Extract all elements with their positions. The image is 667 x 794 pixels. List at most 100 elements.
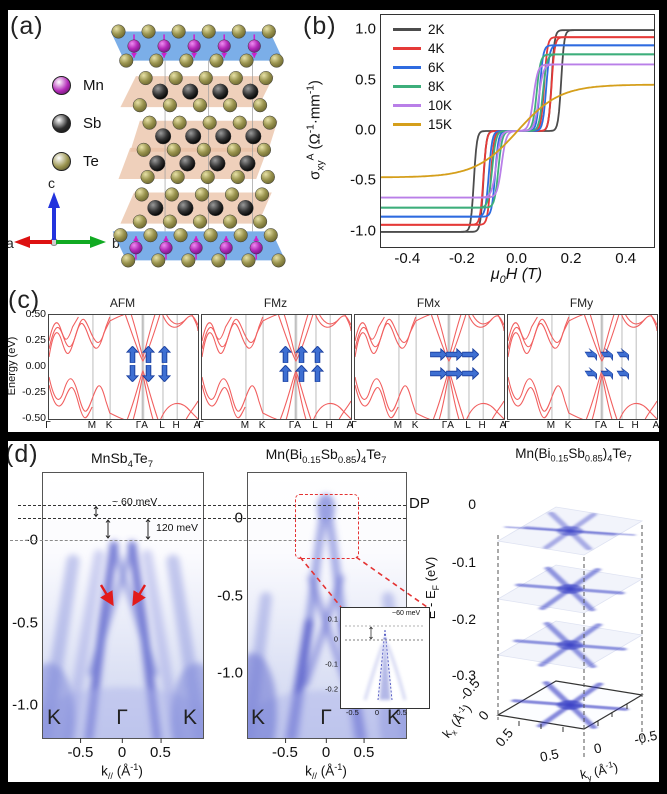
kpath-labels-afm: Γ M K ΓA L H A	[45, 420, 200, 431]
arpes-mid-xlabel: k// (Å-1)	[305, 762, 347, 782]
spin-row	[585, 365, 630, 382]
spin-arrow-flat-icon	[585, 365, 598, 382]
tick-label: L	[465, 420, 471, 431]
spin-arrow-up-icon	[126, 346, 139, 363]
atom-te	[262, 115, 277, 130]
b-axis-label: b	[112, 235, 120, 251]
mn-spin-arrowhead	[223, 236, 230, 242]
arpes-intensity-left	[43, 473, 203, 738]
panel-c-label: (c)	[8, 286, 41, 314]
star-center	[557, 584, 583, 594]
tick-label: 0.00	[25, 360, 46, 372]
spin-row	[432, 365, 477, 382]
atom-te	[121, 253, 136, 268]
spin-row	[126, 365, 171, 382]
tick-label: -0.5	[217, 587, 243, 605]
atom-sb	[185, 128, 202, 145]
atom-te	[179, 53, 194, 68]
atom-te	[230, 169, 245, 185]
legend-line-swatch	[393, 104, 421, 107]
hall-plot-area: 2K 4K 6K 8K 10K 15K	[380, 14, 655, 248]
atom-sb	[177, 200, 194, 217]
b-axis-arrowhead	[90, 236, 106, 248]
arpes-left-xlabel: k// (Å-1)	[101, 762, 143, 782]
spin-row	[279, 346, 324, 363]
tick-label: -0.3	[451, 667, 476, 684]
gap-arrows	[93, 505, 151, 540]
atom-te	[181, 253, 196, 268]
band-title-fmx: FMx	[416, 296, 441, 310]
band-title-fmy: FMy	[569, 296, 594, 310]
hall-xlabel: μ0H (T)	[490, 266, 543, 287]
tick-label: ΓA	[441, 420, 454, 431]
atom-te	[224, 187, 240, 202]
legend-line-swatch	[393, 123, 421, 126]
tick-label: K	[411, 420, 419, 431]
tick-label: 0.0	[506, 250, 527, 267]
tick-label: M	[546, 420, 556, 431]
atom-legend-dot	[52, 113, 71, 133]
atom-te	[194, 187, 209, 202]
spin-arrow-up-icon	[295, 346, 308, 363]
atom-te	[201, 24, 216, 39]
atom-te	[231, 24, 246, 39]
atom-mn	[127, 39, 141, 53]
tick-label: H	[478, 420, 486, 431]
mn-spin-arrowhead	[253, 236, 260, 242]
spin-arrow-down-icon	[158, 365, 171, 382]
atom-te	[233, 228, 248, 243]
spin-arrow-flat-icon	[617, 346, 630, 363]
spin-arrow-down-icon	[126, 365, 139, 382]
atom-mn	[247, 39, 261, 53]
tick-label: L	[618, 420, 624, 431]
tick-label: -0.4	[394, 250, 421, 267]
atom-te	[113, 228, 128, 243]
atom-te	[162, 98, 177, 113]
tick-label: ΓA	[594, 420, 607, 431]
fermi-star	[504, 511, 636, 551]
inset-plot	[345, 625, 425, 701]
atom-legend-label: Sb	[83, 114, 102, 132]
hall-curves-svg	[380, 29, 655, 233]
inset-xticks: -0.5 0 0.5	[340, 708, 428, 717]
atom-legend-dot	[52, 75, 71, 95]
tick-label: -0.1	[451, 553, 476, 570]
atom-te	[263, 228, 278, 243]
atom-te	[143, 228, 158, 243]
band-title-afm: AFM	[109, 296, 136, 310]
tick-label: 0.5	[396, 708, 407, 717]
arpes-left-xticks: -0.5 0 0.5	[42, 738, 202, 761]
panel-d-label: (d)	[5, 440, 39, 468]
gap-top-annotation: ~ 60 meV	[112, 496, 158, 508]
band-panel-fmx	[354, 314, 505, 420]
ef-pristine-line	[10, 540, 406, 541]
legend-series-label: 10K	[428, 98, 453, 113]
band-panel-fmy	[507, 314, 658, 420]
frame-divider-cd	[0, 432, 667, 441]
spin-arrow-flat-icon	[585, 346, 598, 363]
hall-legend-item: 4K	[393, 41, 452, 56]
atom-legend-label: Te	[83, 152, 99, 170]
atom-mn	[159, 241, 173, 255]
spin-arrow-right-icon	[432, 346, 445, 363]
atom-te	[253, 98, 268, 113]
atom-mn	[157, 39, 171, 53]
atom-te	[200, 169, 215, 185]
spin-arrow-flat-icon	[617, 365, 630, 382]
cemap-zticks: 0 -0.1 -0.2 -0.3	[440, 496, 476, 683]
mn-spin-arrowhead	[133, 236, 139, 242]
atom-te	[192, 98, 208, 113]
spin-arrow-right-icon	[464, 346, 477, 363]
kpath-labels-fmx: Γ M K ΓA L H A	[351, 420, 506, 431]
spin-row	[279, 365, 324, 382]
spin-arrow-flat-icon	[601, 365, 614, 382]
atom-sb	[155, 128, 172, 145]
zoom-region-rect	[295, 494, 359, 559]
arpes-mid-xticks: -0.5 0 0.5	[247, 738, 405, 761]
tick-label: 0	[468, 496, 476, 513]
spin-arrow-up-icon	[158, 346, 171, 363]
a-axis-arrowhead	[14, 236, 30, 248]
spin-arrow-right-icon	[448, 365, 461, 382]
atom-te	[239, 53, 254, 68]
atom-te	[269, 53, 284, 68]
